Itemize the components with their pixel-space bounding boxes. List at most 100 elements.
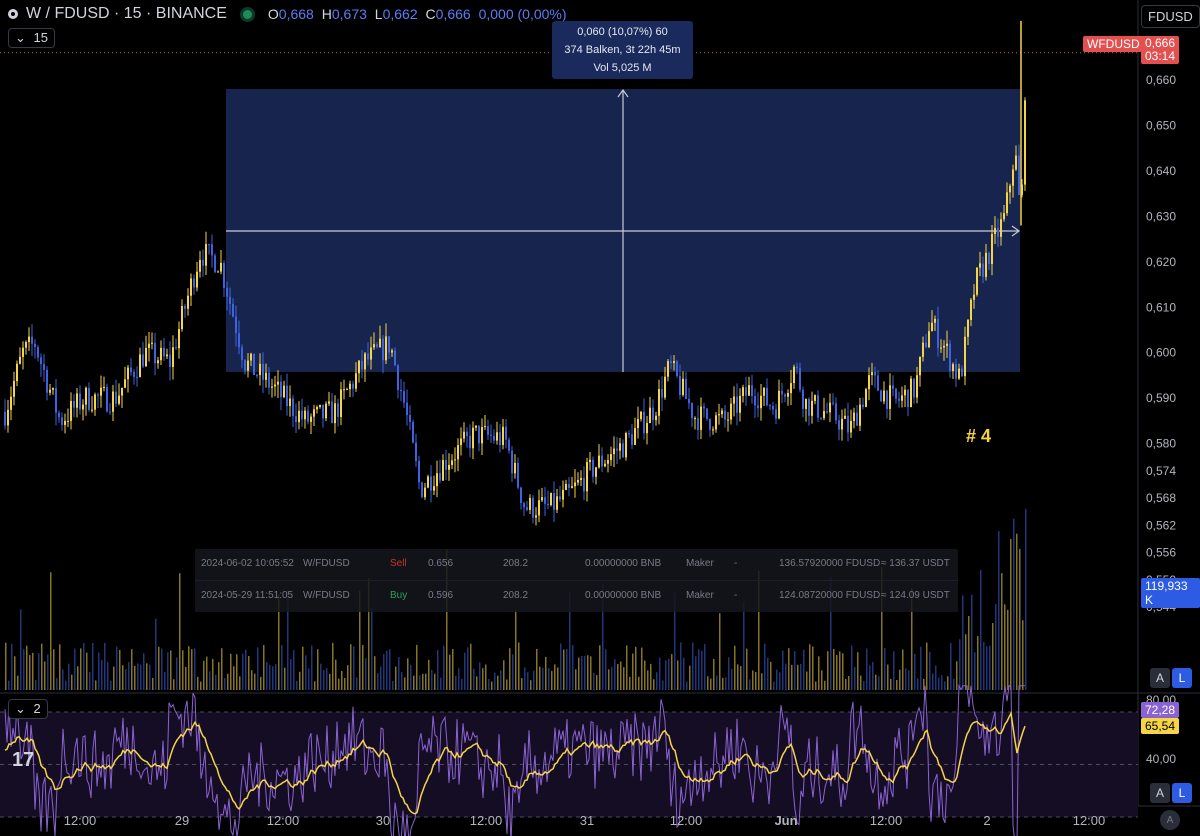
volume-bar [1022, 620, 1024, 690]
volume-bar [113, 666, 115, 690]
rsi-auto-scale-button[interactable]: A [1150, 783, 1170, 803]
candle-body [139, 354, 141, 378]
candle-body [295, 416, 297, 423]
volume-bar [29, 655, 31, 690]
volume-bar [947, 676, 949, 690]
candle-body [364, 353, 366, 370]
candle-body [40, 357, 42, 365]
candle-body [502, 426, 504, 445]
candle-body [400, 389, 402, 392]
volume-bar [350, 644, 352, 690]
candle-body [37, 347, 39, 358]
volume-bar [485, 664, 487, 690]
candle-body [262, 363, 264, 380]
candle-body [808, 398, 810, 416]
candle-body [319, 404, 321, 407]
candle-body [1018, 155, 1020, 196]
candle-body [82, 404, 84, 410]
auto-scale-button[interactable]: A [1150, 668, 1170, 688]
volume-bar [884, 647, 886, 690]
candle-body [916, 375, 918, 398]
volume-bar [356, 677, 358, 690]
candle-body [70, 400, 72, 421]
settings-icon[interactable]: A [1160, 810, 1180, 830]
volume-bar [221, 648, 223, 690]
volume-badge: 119,933 K [1141, 578, 1200, 608]
candle-body [868, 375, 870, 390]
volume-bar [872, 662, 874, 690]
candle-body [394, 350, 396, 366]
volume-bar [848, 676, 850, 690]
volume-bar [674, 592, 676, 690]
candle-body [754, 396, 756, 406]
volume-bar [830, 576, 832, 690]
candle-body [610, 454, 612, 461]
interval-label: 15 [33, 30, 48, 45]
candle-body [925, 342, 927, 348]
candle-body [160, 347, 162, 361]
volume-bar [461, 678, 463, 690]
candle-body [469, 435, 471, 449]
volume-bar [473, 668, 475, 690]
interval-toggle[interactable]: ⌄ 15 [8, 28, 55, 48]
candle-body [709, 419, 711, 430]
time-tick-label: 12:00 [1073, 813, 1106, 828]
candle-body [127, 367, 129, 380]
candle-body [352, 383, 354, 389]
candle-body [211, 244, 213, 256]
candle-body [877, 375, 879, 391]
volume-bar [464, 652, 466, 690]
candle-body [853, 412, 855, 422]
time-tick-label: 31 [580, 813, 594, 828]
volume-bar [914, 653, 916, 690]
candle-body [187, 295, 189, 309]
volume-bar [368, 578, 370, 690]
volume-bar [188, 646, 190, 690]
candle-body [982, 263, 984, 277]
currency-button[interactable]: FDUSD [1141, 5, 1200, 28]
candle-body [292, 398, 294, 417]
volume-bar [836, 654, 838, 690]
indicator-toggle[interactable]: ⌄ 2 [8, 699, 48, 719]
volume-bar [179, 573, 181, 690]
candle-body [850, 421, 852, 433]
candle-body [76, 393, 78, 408]
volume-bar [659, 657, 661, 690]
candle-body [874, 372, 876, 376]
volume-bar [713, 658, 715, 690]
volume-bar [878, 676, 880, 690]
ohlc-readout: O0,668 H0,673 L0,662 C0,666 0,000 (0,00%… [267, 6, 567, 22]
volume-bar [284, 667, 286, 690]
volume-bar [773, 681, 775, 690]
volume-bar [569, 591, 571, 690]
candle-body [34, 343, 36, 348]
candle-body [1021, 184, 1023, 196]
candle-body [955, 364, 957, 379]
candle-body [31, 336, 33, 344]
log-scale-button[interactable]: L [1172, 668, 1192, 688]
candle-body [403, 391, 405, 403]
volume-bar [419, 675, 421, 690]
rsi-log-scale-button[interactable]: L [1172, 783, 1192, 803]
volume-bar [653, 679, 655, 690]
candle-body [973, 294, 975, 300]
candle-body [736, 396, 738, 413]
volume-bar [8, 680, 10, 690]
candle-body [577, 479, 579, 483]
candle-body [556, 496, 558, 510]
candle-body [679, 375, 681, 395]
volume-bar [101, 660, 103, 690]
candle-body [538, 500, 540, 516]
volume-bar [1025, 508, 1027, 690]
candle-body [169, 354, 171, 367]
volume-bar [866, 648, 868, 690]
volume-bar [824, 680, 826, 690]
volume-bar [995, 604, 997, 690]
candle-body [565, 484, 567, 490]
candle-body [670, 361, 672, 363]
volume-bar [269, 664, 271, 690]
symbol-title[interactable]: W / FDUSD · 15 · BINANCE [26, 5, 227, 22]
volume-bar [323, 670, 325, 690]
volume-bar [680, 642, 682, 690]
